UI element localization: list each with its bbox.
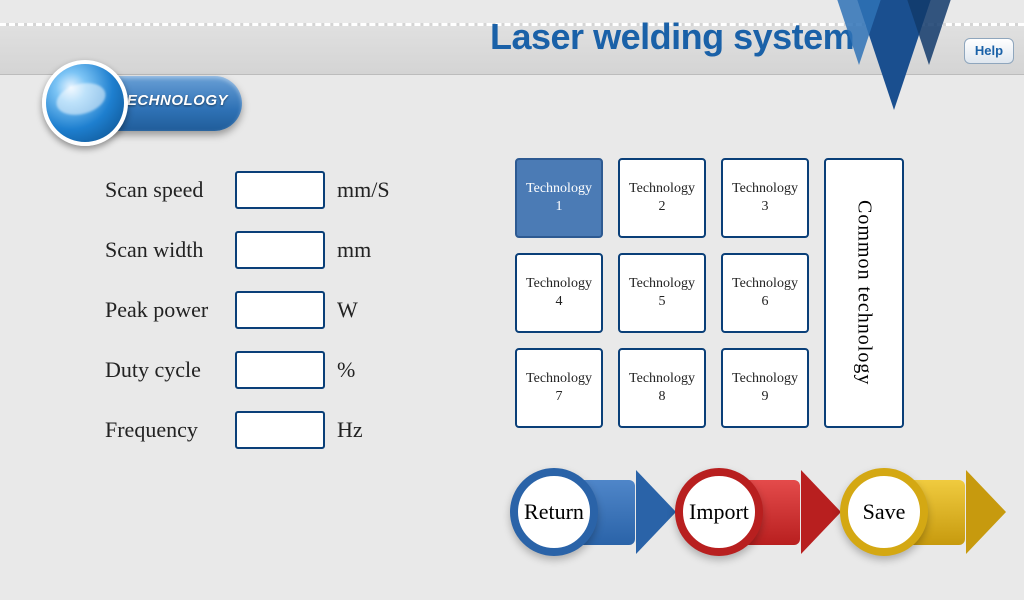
param-label: Scan speed — [105, 177, 235, 203]
param-unit: mm/S — [337, 177, 407, 203]
import-label: Import — [675, 468, 763, 556]
return-button[interactable]: Return — [510, 460, 660, 565]
param-label: Peak power — [105, 297, 235, 323]
technology-badge: TECHNOLOGY — [42, 58, 240, 150]
technology-button-6[interactable]: Technology 6 — [721, 253, 809, 333]
common-technology-button[interactable]: Common technology — [824, 158, 904, 428]
param-row-peak-power: Peak power W — [105, 280, 425, 340]
page-title: Laser welding system — [490, 16, 854, 58]
duty-cycle-input[interactable] — [235, 351, 325, 389]
help-button[interactable]: Help — [964, 38, 1014, 64]
frequency-input[interactable] — [235, 411, 325, 449]
param-label: Frequency — [105, 417, 235, 443]
param-label: Duty cycle — [105, 357, 235, 383]
globe-icon — [42, 60, 128, 146]
badge-label: TECHNOLOGY — [117, 92, 228, 109]
action-bar: Return Import Save — [510, 460, 990, 580]
technology-button-7[interactable]: Technology 7 — [515, 348, 603, 428]
technology-button-2[interactable]: Technology 2 — [618, 158, 706, 238]
param-unit: mm — [337, 237, 407, 263]
param-row-scan-speed: Scan speed mm/S — [105, 160, 425, 220]
save-label: Save — [840, 468, 928, 556]
import-button[interactable]: Import — [675, 460, 825, 565]
technology-button-4[interactable]: Technology 4 — [515, 253, 603, 333]
technology-button-1[interactable]: Technology 1 — [515, 158, 603, 238]
technology-button-8[interactable]: Technology 8 — [618, 348, 706, 428]
param-unit: % — [337, 357, 407, 383]
peak-power-input[interactable] — [235, 291, 325, 329]
param-unit: Hz — [337, 417, 407, 443]
scan-width-input[interactable] — [235, 231, 325, 269]
return-label: Return — [510, 468, 598, 556]
save-button[interactable]: Save — [840, 460, 990, 565]
parameter-panel: Scan speed mm/S Scan width mm Peak power… — [105, 160, 425, 460]
param-row-frequency: Frequency Hz — [105, 400, 425, 460]
param-row-duty-cycle: Duty cycle % — [105, 340, 425, 400]
technology-grid: Technology 1 Technology 2 Technology 3 T… — [515, 158, 915, 428]
technology-button-5[interactable]: Technology 5 — [618, 253, 706, 333]
param-label: Scan width — [105, 237, 235, 263]
technology-button-3[interactable]: Technology 3 — [721, 158, 809, 238]
scan-speed-input[interactable] — [235, 171, 325, 209]
technology-button-9[interactable]: Technology 9 — [721, 348, 809, 428]
param-row-scan-width: Scan width mm — [105, 220, 425, 280]
param-unit: W — [337, 297, 407, 323]
